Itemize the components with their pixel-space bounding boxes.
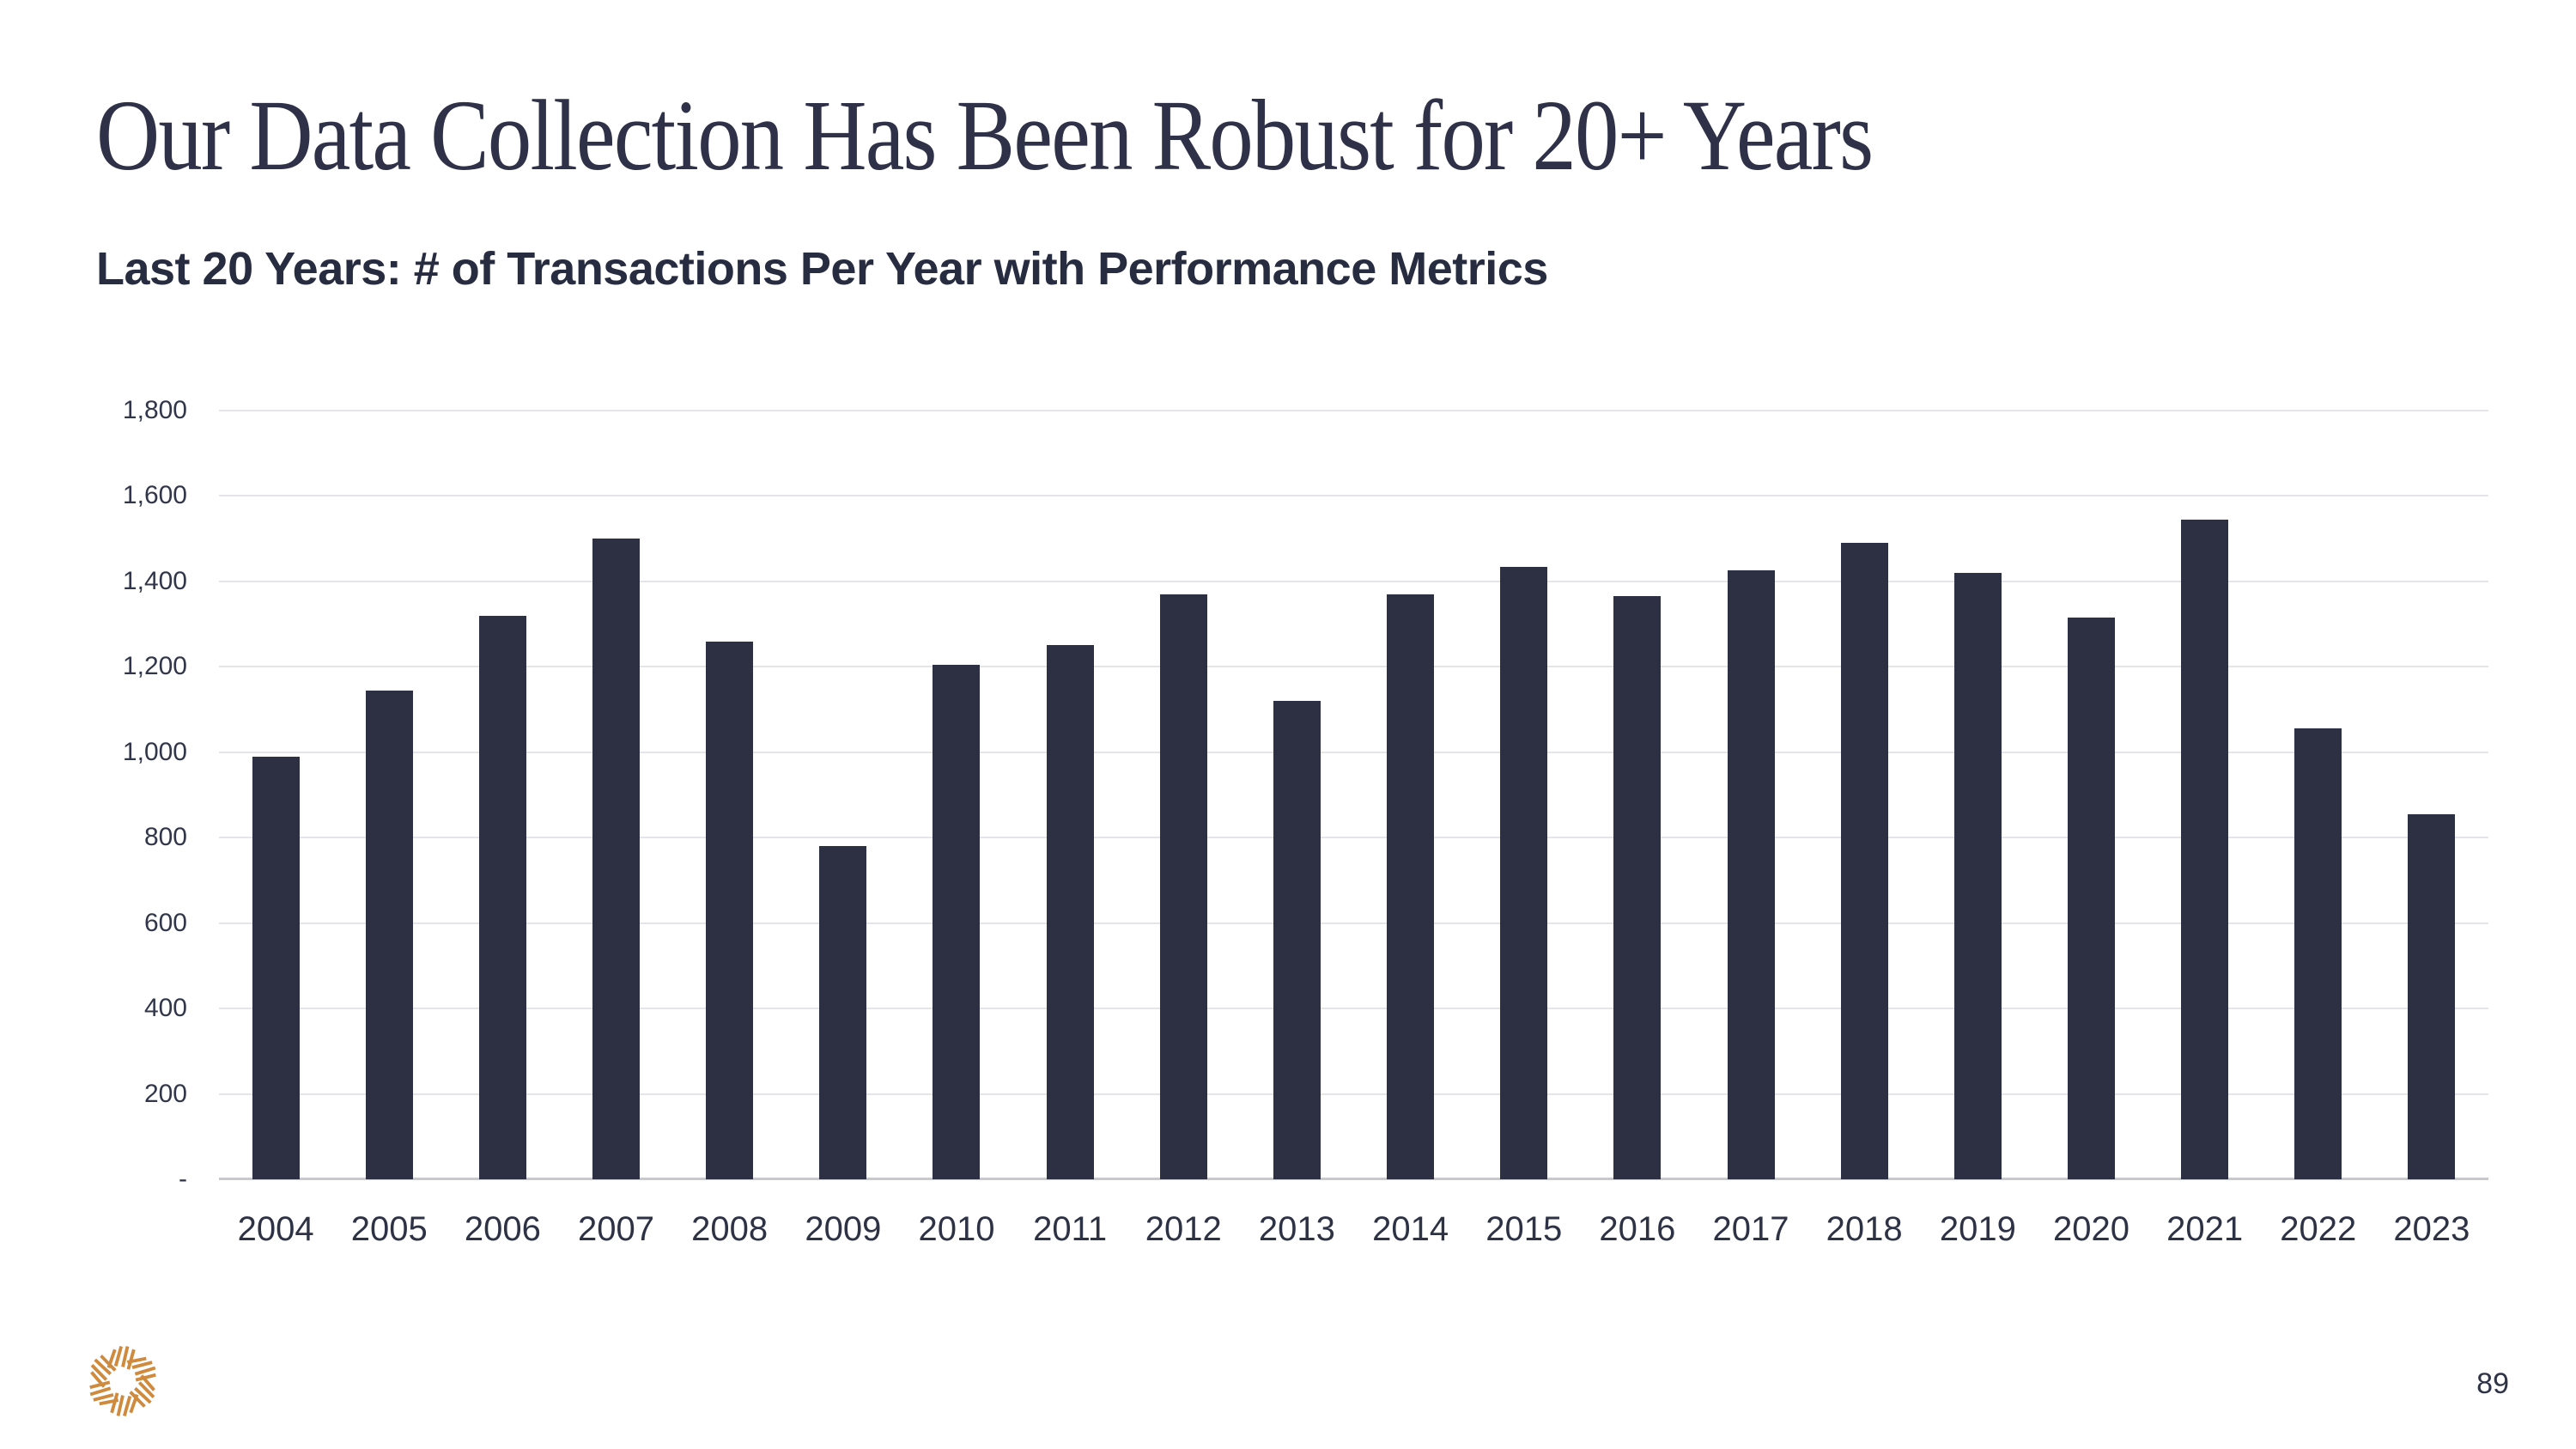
- y-axis-labels: - 200 400 600 800 1,000 1,200 1,400 1,600 1,800: [69, 0, 187, 1449]
- bar-2010: [933, 664, 981, 1179]
- plot-area: [219, 410, 2488, 1180]
- gridline-1800: [219, 410, 2488, 411]
- x-tick-label-2017: 2017: [1712, 1210, 1789, 1248]
- y-tick-label-400: 400: [143, 994, 187, 1023]
- x-tick-label-2012: 2012: [1145, 1210, 1222, 1248]
- x-axis-labels: 2004 2005 2006 2007 2008 2009 2010 2011 2012 2013…: [219, 1207, 2488, 1258]
- x-tick-label-2014: 2014: [1372, 1210, 1449, 1248]
- bar-2011: [1046, 645, 1094, 1179]
- x-tick-label-2004: 2004: [237, 1210, 314, 1248]
- bar-2014: [1387, 594, 1435, 1179]
- x-tick-label-2020: 2020: [2052, 1210, 2129, 1248]
- bar-2020: [2067, 618, 2115, 1179]
- x-tick-label-2008: 2008: [691, 1210, 769, 1248]
- gridline-1600: [219, 495, 2488, 497]
- bar-2018: [1840, 543, 1888, 1179]
- y-tick-label-200: 200: [143, 1079, 187, 1108]
- x-tick-label-2015: 2015: [1485, 1210, 1563, 1248]
- y-tick-label-0: -: [179, 1165, 187, 1193]
- y-tick-label-1800: 1,800: [122, 396, 187, 424]
- gridline-1000: [219, 751, 2488, 753]
- x-tick-label-2018: 2018: [1826, 1210, 1903, 1248]
- gridline-1200: [219, 666, 2488, 668]
- x-tick-label-2022: 2022: [2280, 1210, 2357, 1248]
- bar-2013: [1273, 701, 1321, 1179]
- bar-2007: [592, 539, 641, 1179]
- bar-2012: [1159, 594, 1207, 1179]
- x-axis-baseline: [219, 1178, 2488, 1180]
- bar-2008: [706, 641, 754, 1179]
- bar-2019: [1953, 572, 2002, 1179]
- bar-2016: [1613, 596, 1662, 1179]
- bar-2015: [1500, 566, 1548, 1179]
- slide-subtitle: Last 20 Years: # of Transactions Per Yea…: [96, 243, 1548, 295]
- page-number: 89: [2476, 1367, 2509, 1400]
- y-tick-label-1200: 1,200: [122, 652, 187, 681]
- gridline-200: [219, 1093, 2488, 1095]
- x-tick-label-2010: 2010: [918, 1210, 995, 1248]
- x-tick-label-2013: 2013: [1258, 1210, 1335, 1248]
- gridline-400: [219, 1008, 2488, 1010]
- y-tick-label-800: 800: [143, 823, 187, 852]
- bar-2005: [365, 690, 413, 1179]
- x-tick-label-2007: 2007: [578, 1210, 654, 1248]
- y-tick-label-1600: 1,600: [122, 481, 187, 510]
- bar-2006: [478, 615, 526, 1179]
- gridline-1400: [219, 580, 2488, 582]
- y-tick-label-1400: 1,400: [122, 566, 187, 595]
- bar-2021: [2181, 519, 2229, 1179]
- x-tick-label-2006: 2006: [464, 1210, 541, 1248]
- y-tick-label-1000: 1,000: [122, 737, 187, 766]
- bar-2009: [819, 846, 867, 1179]
- x-tick-label-2016: 2016: [1599, 1210, 1676, 1248]
- x-tick-label-2019: 2019: [1939, 1210, 2016, 1248]
- slide-title: Our Data Collection Has Been Robust for …: [96, 79, 1874, 192]
- x-tick-label-2005: 2005: [350, 1210, 428, 1248]
- x-tick-label-2011: 2011: [1033, 1210, 1108, 1248]
- x-tick-label-2021: 2021: [2166, 1210, 2244, 1248]
- x-tick-label-2023: 2023: [2393, 1210, 2470, 1248]
- bar-2017: [1727, 570, 1775, 1179]
- starburst-logo-icon: [83, 1345, 162, 1418]
- y-tick-label-600: 600: [143, 908, 187, 937]
- bar-2022: [2294, 728, 2342, 1179]
- bar-2004: [252, 756, 300, 1179]
- gridline-800: [219, 837, 2488, 839]
- bar-2023: [2408, 813, 2456, 1179]
- gridline-600: [219, 922, 2488, 924]
- x-tick-label-2009: 2009: [805, 1210, 882, 1248]
